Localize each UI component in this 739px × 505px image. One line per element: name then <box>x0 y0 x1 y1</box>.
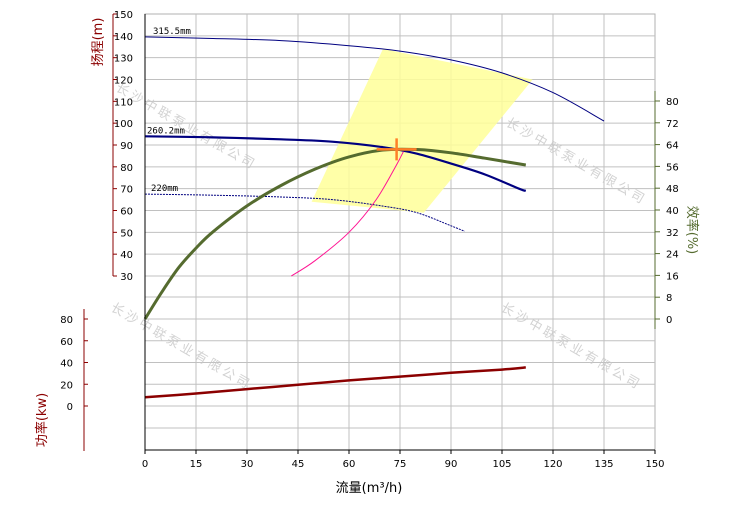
head-tick-label: 150 <box>114 10 133 21</box>
head-curve-1 <box>144 36 605 122</box>
system-curve <box>290 151 404 277</box>
x-tick-label: 120 <box>543 459 562 470</box>
x-tick-label: 105 <box>492 459 511 470</box>
head-tick-label: 50 <box>120 228 133 239</box>
efficiency-tick-label: 32 <box>666 228 679 239</box>
head-tick-label: 120 <box>114 76 133 87</box>
x-tick-label: 150 <box>645 459 664 470</box>
x-tick-label: 90 <box>445 459 458 470</box>
operating-region <box>311 48 533 213</box>
efficiency-tick-label: 8 <box>666 293 672 304</box>
efficiency-curve <box>143 147 527 320</box>
x-axis-title: 流量(m³/h) <box>336 481 403 496</box>
x-tick-label: 75 <box>394 459 407 470</box>
head-axis-title: 扬程(m) <box>91 18 106 67</box>
power-tick-label: 0 <box>67 402 73 413</box>
x-tick-label: 45 <box>292 459 305 470</box>
head-tick-label: 40 <box>120 250 133 261</box>
head-tick-label: 140 <box>114 32 133 43</box>
efficiency-tick-label: 0 <box>666 315 672 326</box>
head-tick-label: 70 <box>120 185 133 196</box>
power-tick-label: 20 <box>60 380 73 391</box>
x-tick-label: 15 <box>190 459 203 470</box>
head-tick-label: 60 <box>120 207 133 218</box>
efficiency-tick-label: 24 <box>666 250 679 261</box>
power-curve <box>144 366 526 399</box>
power-tick-label: 80 <box>60 315 73 326</box>
efficiency-tick-label: 40 <box>666 206 679 217</box>
head-tick-label: 80 <box>120 163 133 174</box>
x-tick-label: 30 <box>241 459 254 470</box>
power-tick-label: 60 <box>60 337 73 348</box>
x-tick-label: 135 <box>594 459 613 470</box>
head-curve-label: 220mm <box>151 184 178 194</box>
efficiency-tick-label: 64 <box>666 141 679 152</box>
head-tick-label: 90 <box>120 141 133 152</box>
efficiency-tick-label: 80 <box>666 97 679 108</box>
efficiency-tick-label: 16 <box>666 271 679 282</box>
head-curve-3 <box>144 193 465 232</box>
x-tick-label: 60 <box>343 459 356 470</box>
curves-layer: 315.5mm 260.2mm 220mm <box>143 27 605 399</box>
head-tick-label: 130 <box>114 54 133 65</box>
power-axis-title: 功率(kw) <box>34 393 50 447</box>
head-curve-label: 315.5mm <box>153 27 191 37</box>
power-tick-label: 40 <box>60 359 73 370</box>
axes-layer: 0 15 30 45 60 75 90 105 120 135 150304050607080901… <box>60 10 678 470</box>
efficiency-tick-label: 48 <box>666 184 679 195</box>
head-tick-label: 100 <box>114 119 133 130</box>
efficiency-tick-label: 56 <box>666 162 679 173</box>
head-tick-label: 30 <box>120 272 133 283</box>
efficiency-tick-label: 72 <box>666 119 679 130</box>
x-tick-label: 0 <box>142 459 148 470</box>
head-tick-label: 110 <box>114 97 133 108</box>
efficiency-axis-title: 效率(%) <box>684 206 700 255</box>
head-curve-label: 260.2mm <box>147 126 185 136</box>
